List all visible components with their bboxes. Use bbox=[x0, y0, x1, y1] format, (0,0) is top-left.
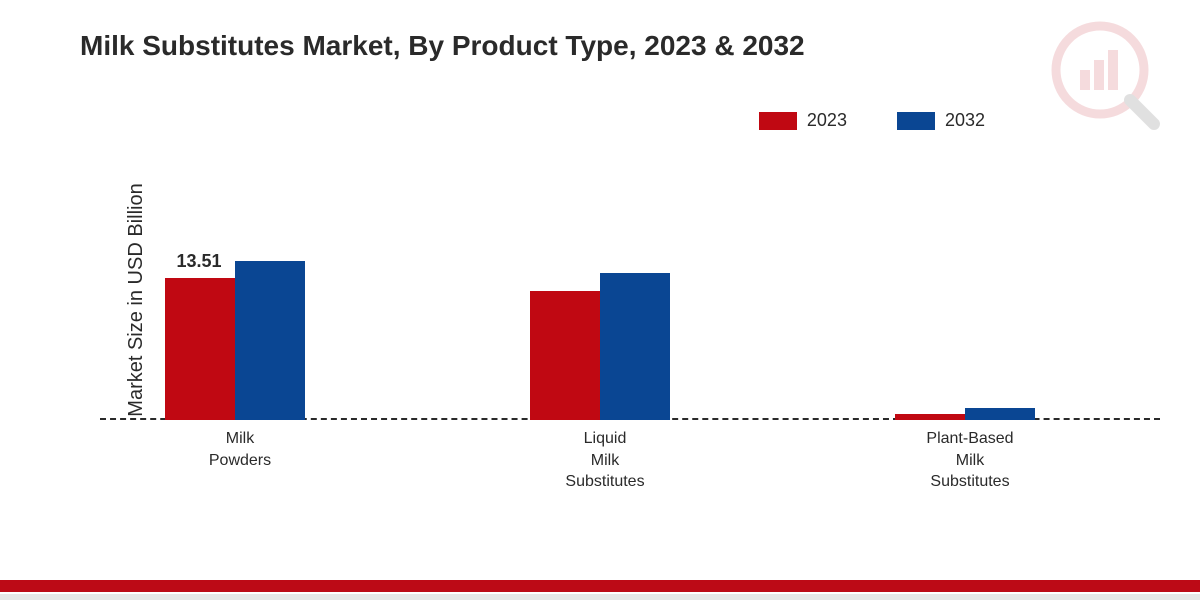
bar-2032 bbox=[235, 261, 305, 420]
bar-group bbox=[895, 408, 1035, 420]
value-label: 13.51 bbox=[159, 251, 239, 272]
bar-group bbox=[530, 273, 670, 420]
legend-swatch-2032 bbox=[897, 112, 935, 130]
legend-swatch-2023 bbox=[759, 112, 797, 130]
watermark-svg bbox=[1050, 20, 1160, 130]
x-axis-label: Milk Powders bbox=[160, 428, 320, 471]
bar-group bbox=[165, 261, 305, 420]
bar-2023 bbox=[530, 291, 600, 420]
bar-2032 bbox=[600, 273, 670, 420]
bar-2032 bbox=[965, 408, 1035, 420]
bar-2023 bbox=[895, 414, 965, 420]
plot-area: 13.51 bbox=[100, 150, 1160, 420]
watermark-logo bbox=[1050, 20, 1160, 135]
chart-container: Milk Substitutes Market, By Product Type… bbox=[0, 0, 1200, 600]
x-axis-label: Plant-Based Milk Substitutes bbox=[890, 428, 1050, 493]
chart-title: Milk Substitutes Market, By Product Type… bbox=[80, 30, 805, 62]
legend-item-2023: 2023 bbox=[759, 110, 847, 131]
legend-label-2023: 2023 bbox=[807, 110, 847, 131]
legend-label-2032: 2032 bbox=[945, 110, 985, 131]
footer-bar bbox=[0, 580, 1200, 592]
x-axis-label: Liquid Milk Substitutes bbox=[525, 428, 685, 493]
legend-item-2032: 2032 bbox=[897, 110, 985, 131]
footer-underline bbox=[0, 594, 1200, 600]
bar-2023 bbox=[165, 278, 235, 420]
legend: 2023 2032 bbox=[759, 110, 985, 131]
